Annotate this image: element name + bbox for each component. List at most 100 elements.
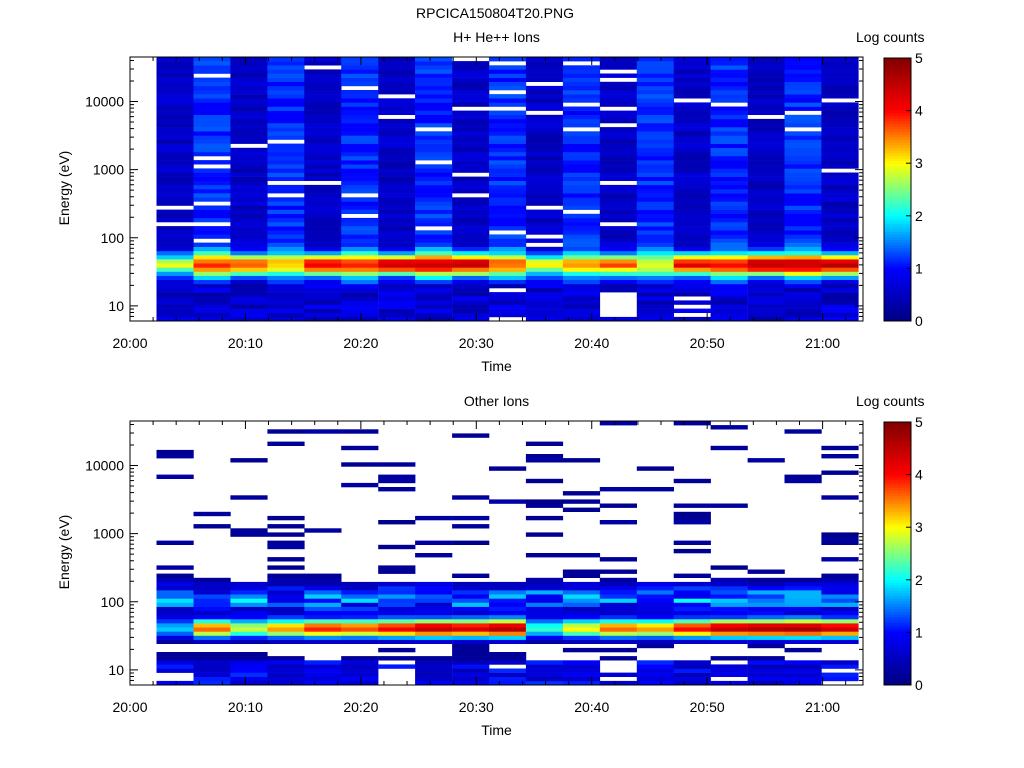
colorbar-swatch [884, 292, 911, 296]
heatmap-cell [489, 598, 527, 603]
heatmap-cell [378, 131, 416, 136]
heatmap-cell [341, 156, 379, 161]
heatmap-cell [378, 487, 416, 492]
heatmap-cell [784, 106, 822, 111]
heatmap-cell [304, 577, 342, 583]
colorbar-swatch [884, 92, 911, 96]
heatmap-cell [784, 602, 822, 607]
heatmap-cell [341, 57, 379, 62]
heatmap-cell [489, 176, 527, 181]
heatmap-cell [452, 619, 490, 624]
heatmap-cell [673, 201, 711, 206]
heatmap-cell [378, 614, 416, 620]
heatmap-cell [821, 118, 859, 124]
heatmap-cell [230, 94, 268, 99]
colorbar-swatch [884, 650, 911, 654]
heatmap-cell [230, 226, 268, 231]
heatmap-cell [304, 164, 342, 169]
heatmap-cell [415, 271, 453, 276]
heatmap-cell [821, 127, 859, 132]
panel1-colorbar-label: Log counts [856, 29, 925, 45]
heatmap-cell [821, 135, 859, 140]
colorbar-tick-label: 2 [915, 208, 923, 224]
heatmap-cell [562, 176, 601, 181]
heatmap-cell [525, 288, 564, 293]
heatmap-cell [710, 168, 748, 173]
heatmap-cell [710, 275, 748, 280]
heatmap-cell [341, 614, 379, 620]
heatmap-cell [636, 627, 674, 632]
heatmap-cell [525, 180, 564, 186]
heatmap-cell [821, 308, 859, 313]
colorbar-swatch [884, 429, 911, 433]
colorbar-swatch [884, 464, 911, 468]
heatmap-cell [636, 238, 674, 243]
heatmap-cell [489, 590, 527, 595]
heatmap-cell [489, 308, 527, 313]
heatmap-cell [193, 668, 231, 673]
heatmap-cell [193, 639, 231, 644]
heatmap-cell [525, 672, 564, 677]
heatmap-cell [599, 275, 637, 280]
colorbar-tick-label: 3 [915, 519, 923, 535]
heatmap-cell [599, 557, 637, 562]
heatmap-cell [378, 316, 416, 322]
heatmap-cell [747, 209, 785, 214]
heatmap-cell [710, 594, 748, 599]
heatmap-cell [747, 590, 785, 595]
heatmap-cell [230, 61, 268, 66]
heatmap-cell [525, 147, 564, 153]
heatmap-cell [267, 577, 305, 583]
heatmap-cell [673, 143, 711, 148]
heatmap-cell [747, 164, 785, 169]
panel1-title: H+ He++ Ions [453, 29, 540, 45]
heatmap-cell [599, 151, 637, 157]
heatmap-cell [673, 520, 711, 525]
heatmap-cell [267, 602, 305, 607]
colorbar-swatch [884, 556, 911, 560]
heatmap-cell [599, 135, 637, 140]
colorbar-swatch [884, 490, 911, 494]
heatmap-cell [452, 647, 490, 653]
heatmap-cell [673, 131, 711, 136]
heatmap-cell [636, 279, 674, 285]
colorbar-swatch [884, 514, 911, 518]
heatmap-cell [378, 164, 416, 169]
heatmap-cell [230, 151, 268, 157]
heatmap-cell [599, 209, 637, 214]
heatmap-cell [156, 168, 194, 173]
figure-title: RPCICA150804T20.PNG [416, 5, 574, 21]
heatmap-cell [710, 283, 748, 289]
heatmap-cell [562, 143, 601, 148]
heatmap-cell [525, 271, 564, 276]
heatmap-cell [193, 197, 231, 202]
heatmap-cell [784, 263, 822, 268]
heatmap-cell [267, 222, 305, 227]
heatmap-cell [599, 259, 637, 264]
heatmap-cell [784, 598, 822, 603]
heatmap-cell [267, 234, 305, 239]
colorbar-swatch [884, 131, 911, 135]
heatmap-cell [525, 160, 564, 165]
colorbar-swatch [884, 506, 911, 510]
colorbar-swatch [884, 590, 911, 594]
colorbar-swatch [884, 487, 911, 491]
heatmap-cell [341, 586, 379, 591]
colorbar-swatch [884, 58, 911, 62]
colorbar-swatch [884, 524, 911, 528]
heatmap-cell [452, 135, 490, 140]
colorbar-swatch [884, 440, 911, 444]
heatmap-cell [525, 73, 564, 78]
heatmap-cell [415, 131, 453, 136]
heatmap-cell [267, 102, 305, 107]
colorbar-swatch [884, 461, 911, 465]
heatmap-cell [710, 602, 748, 607]
heatmap-cell [156, 540, 194, 545]
heatmap-cell [599, 279, 637, 285]
heatmap-cell [415, 69, 453, 74]
heatmap-cell [525, 135, 564, 140]
heatmap-cell [378, 197, 416, 202]
heatmap-cell [193, 127, 231, 132]
heatmap-cell [415, 118, 453, 124]
heatmap-cell [378, 544, 416, 550]
